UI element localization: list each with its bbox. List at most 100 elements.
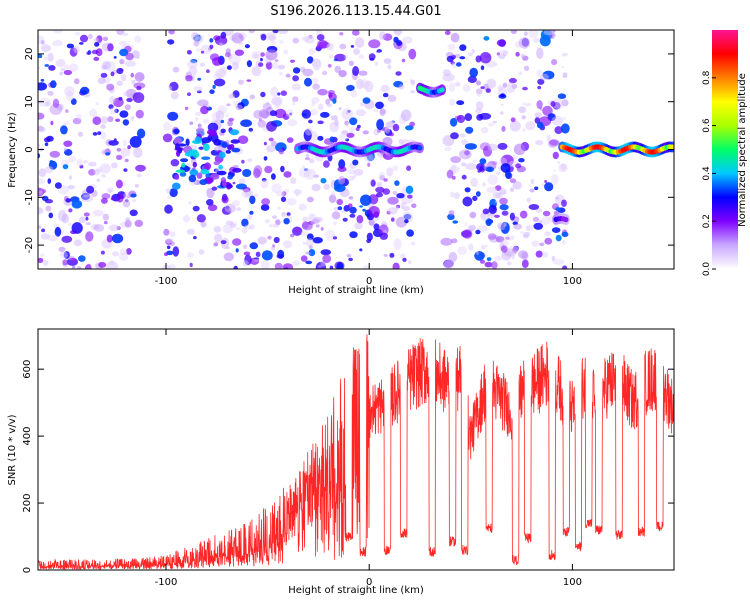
heatmap-noise-cell	[291, 83, 301, 91]
heatmap-noise-cell	[368, 39, 381, 49]
heatmap-noise-cell	[337, 206, 343, 211]
heatmap-noise-cell	[101, 193, 111, 200]
heatmap-noise-cell	[461, 162, 467, 167]
heatmap-noise-cell	[530, 178, 535, 185]
heatmap-noise-cell	[228, 93, 235, 99]
heatmap-feature-cell	[196, 172, 203, 179]
heatmap-noise-cell	[274, 108, 287, 119]
heatmap-noise-cell	[468, 243, 474, 251]
heatmap-noise-cell	[242, 169, 252, 177]
heatmap-noise-cell	[560, 163, 567, 171]
heatmap-noise-cell	[309, 77, 319, 85]
heatmap-noise-cell	[552, 151, 559, 160]
heatmap-noise-cell	[70, 230, 77, 235]
heatmap-noise-cell	[295, 193, 299, 197]
heatmap-noise-cell	[281, 191, 287, 197]
heatmap-noise-cell	[270, 40, 277, 45]
heatmap-noise-cell	[393, 30, 403, 36]
heatmap-noise-cell	[86, 51, 90, 55]
heatmap-noise-cell	[64, 64, 70, 70]
heatmap-noise-cell	[308, 244, 313, 250]
heatmap-noise-cell	[76, 159, 84, 167]
heatmap-noise-cell	[106, 187, 114, 194]
heatmap-noise-cell	[249, 210, 254, 215]
heatmap-noise-cell	[408, 48, 417, 60]
heatmap-noise-cell	[232, 238, 242, 246]
heatmap-noise-cell	[536, 69, 543, 77]
heatmap-noise-cell	[394, 205, 399, 211]
heatmap-noise-cell	[49, 150, 61, 158]
heatmap-noise-cell	[461, 139, 469, 146]
heatmap-feature-cell	[175, 143, 180, 151]
heatmap-noise-cell	[450, 32, 460, 43]
heatmap-noise-cell	[350, 89, 358, 98]
heatmap-noise-cell	[235, 248, 239, 253]
heatmap-noise-cell	[281, 211, 286, 217]
heatmap-noise-cell	[464, 222, 468, 226]
heatmap-noise-cell	[526, 197, 532, 203]
colorbar-tick-label: 0.2	[702, 214, 712, 228]
heatmap-noise-cell	[373, 128, 380, 136]
heatmap-noise-cell	[226, 103, 231, 107]
heatmap-noise-cell	[186, 252, 195, 259]
heatmap-noise-cell	[562, 72, 568, 79]
heatmap-noise-cell	[61, 235, 73, 243]
heatmap-noise-cell	[523, 65, 530, 72]
heatmap-noise-cell	[519, 210, 528, 219]
heatmap-noise-cell	[102, 36, 109, 42]
heatmap-noise-cell	[300, 255, 308, 262]
heatmap-noise-cell	[446, 169, 454, 179]
heatmap-noise-cell	[130, 117, 134, 122]
heatmap-noise-cell	[518, 250, 528, 259]
heatmap-noise-cell	[332, 98, 337, 104]
heatmap-noise-cell	[63, 251, 70, 259]
heatmap-noise-cell	[308, 119, 313, 124]
heatmap-noise-cell	[312, 83, 320, 90]
heatmap-noise-cell	[40, 44, 52, 52]
heatmap-noise-cell	[492, 120, 497, 124]
heatmap-noise-cell	[383, 254, 388, 257]
heatmap-noise-cell	[258, 62, 264, 67]
heatmap-noise-cell	[86, 185, 95, 194]
heatmap-noise-cell	[172, 246, 180, 257]
heatmap-feature-cell	[201, 137, 212, 144]
heatmap-noise-cell	[271, 215, 278, 219]
heatmap-noise-cell	[206, 69, 210, 73]
heatmap-noise-cell	[272, 244, 275, 248]
heatmap-noise-cell	[392, 262, 400, 269]
heatmap-noise-cell	[352, 174, 357, 179]
heatmap-noise-cell	[302, 216, 309, 222]
heatmap-noise-cell	[339, 32, 344, 36]
heatmap-noise-cell	[291, 98, 298, 103]
heatmap-noise-cell	[229, 207, 237, 212]
heatmap-noise-cell	[515, 51, 520, 57]
heatmap-noise-cell	[59, 251, 68, 259]
spectrogram-ylabel: Frequency (Hz)	[7, 112, 18, 188]
heatmap-noise-cell	[116, 194, 124, 203]
heatmap-noise-cell	[554, 126, 563, 135]
heatmap-noise-cell	[72, 265, 76, 269]
heatmap-noise-cell	[249, 94, 256, 100]
heatmap-noise-cell	[501, 125, 506, 132]
heatmap-noise-cell	[254, 258, 259, 262]
heatmap-noise-cell	[500, 163, 511, 173]
heatmap-noise-cell	[92, 209, 104, 217]
heatmap-noise-cell	[499, 188, 507, 196]
heatmap-noise-cell	[450, 164, 457, 169]
heatmap-noise-cell	[522, 128, 526, 133]
heatmap-noise-cell	[47, 52, 54, 62]
heatmap-noise-cell	[42, 189, 47, 193]
heatmap-noise-cell	[402, 36, 413, 44]
heatmap-noise-cell	[442, 69, 451, 77]
heatmap-noise-cell	[369, 220, 374, 224]
heatmap-noise-cell	[396, 193, 405, 199]
heatmap-noise-cell	[62, 259, 69, 266]
heatmap-noise-cell	[338, 107, 342, 111]
heatmap-noise-cell	[189, 262, 193, 268]
heatmap-noise-cell	[391, 217, 395, 222]
heatmap-noise-cell	[543, 30, 555, 36]
heatmap-noise-cell	[393, 36, 399, 43]
heatmap-tone-cell	[417, 145, 423, 151]
heatmap-noise-cell	[305, 127, 313, 136]
heatmap-noise-cell	[253, 53, 259, 59]
